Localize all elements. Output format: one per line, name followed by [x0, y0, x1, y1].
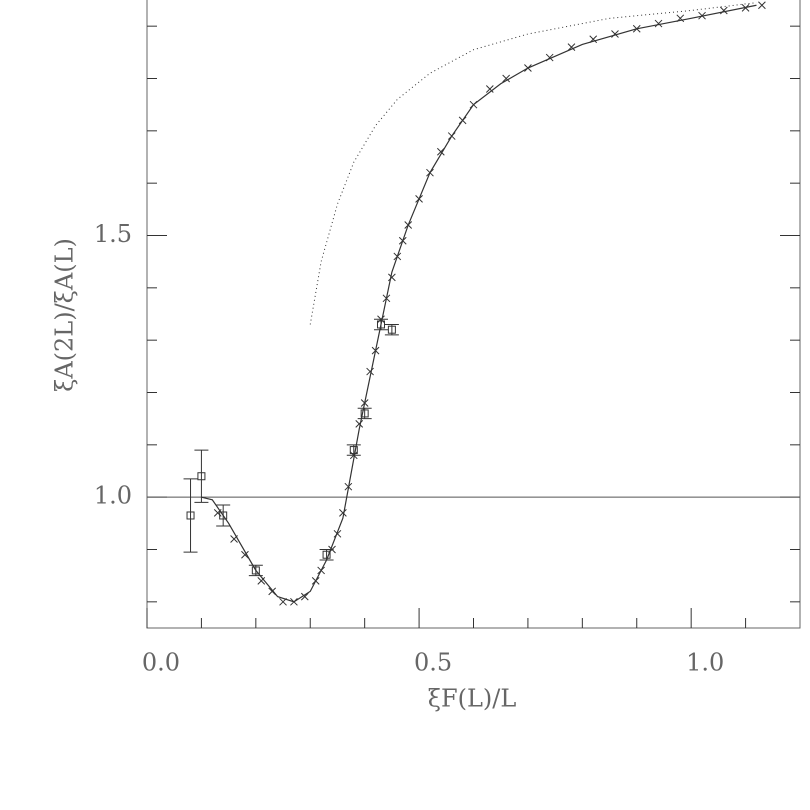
square-marker [349, 446, 358, 455]
cross-marker [388, 273, 396, 282]
cross-marker [719, 6, 728, 15]
plot-frame [146, 0, 801, 629]
cross-marker [366, 367, 374, 376]
cross-marker [485, 85, 494, 93]
y-tick-label: 1.0 [94, 482, 132, 510]
x-tick-label: 1.0 [686, 649, 724, 677]
error-bar [183, 478, 198, 553]
square-marker [186, 511, 195, 520]
x-tick-label: 0.0 [142, 649, 180, 677]
square-marker [360, 409, 369, 418]
cross-marker [355, 420, 364, 428]
cross-marker [377, 315, 385, 324]
x-tick-label: 0.5 [414, 649, 452, 677]
square-marker [322, 550, 331, 559]
cross-marker [300, 592, 309, 601]
fit-curve [201, 4, 757, 603]
cross-marker [349, 451, 358, 460]
x-axis-label: ξF(L)/L [428, 685, 517, 713]
cross-marker [339, 509, 347, 517]
cross-marker [257, 577, 266, 585]
cross-marker [654, 19, 663, 28]
square-marker [251, 566, 260, 575]
cross-marker [333, 529, 342, 538]
square-marker [387, 325, 396, 334]
error-bar [194, 449, 209, 503]
cross-marker [758, 1, 766, 10]
square-marker [376, 320, 385, 329]
dotted-curve [309, 2, 757, 325]
cross-marker [502, 74, 511, 83]
square-marker [197, 472, 206, 481]
cross-marker [567, 43, 576, 51]
cross-marker [241, 550, 249, 559]
y-axis-label: ξA(2L)/ξA(L) [51, 238, 79, 392]
y-tick-label: 1.5 [94, 220, 132, 248]
